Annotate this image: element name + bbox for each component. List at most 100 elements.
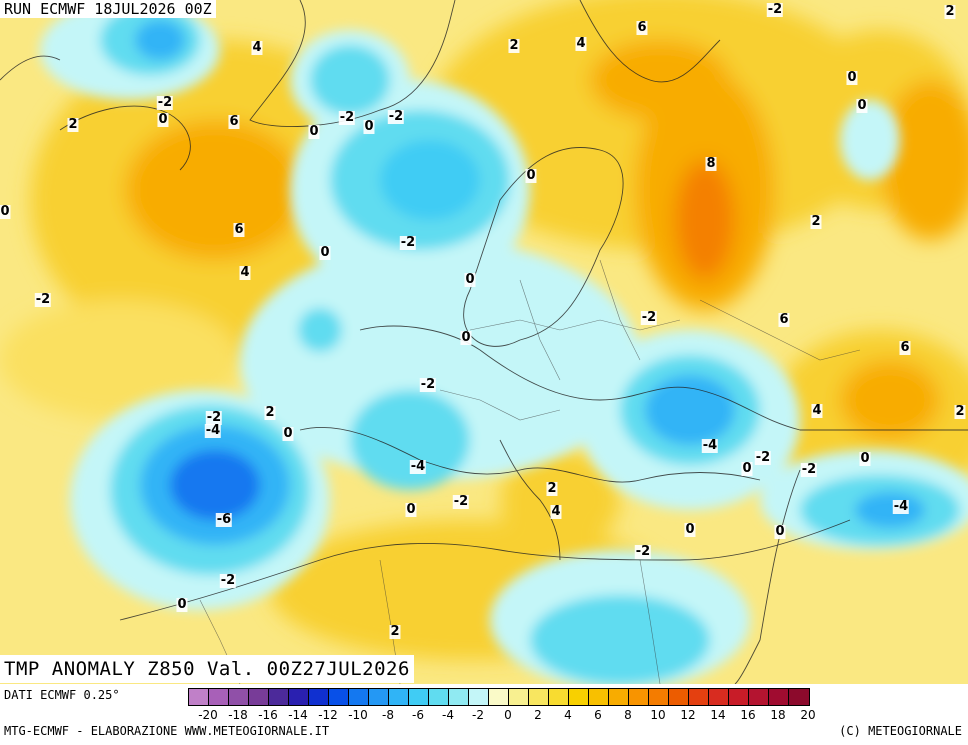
legend-tick-label: -2 [472, 708, 484, 722]
contour-label: -2 [156, 95, 174, 110]
contour-label: 0 [856, 98, 868, 113]
legend-swatch [209, 689, 229, 705]
contour-label: 0 [157, 112, 169, 127]
contour-label: -2 [219, 573, 237, 588]
legend-tick-label: 12 [680, 708, 696, 722]
legend-swatch [509, 689, 529, 705]
legend-tick-label: 14 [710, 708, 726, 722]
legend-swatch [689, 689, 709, 705]
legend-tick-label: -14 [288, 708, 308, 722]
contour-label: 2 [944, 4, 956, 19]
legend-swatch [789, 689, 809, 705]
legend-tick-label: 8 [624, 708, 632, 722]
contour-label: 2 [67, 117, 79, 132]
contour-label: -2 [338, 110, 356, 125]
contour-label: -2 [640, 310, 658, 325]
contour-label: -4 [892, 499, 910, 514]
contour-label: 4 [575, 36, 587, 51]
legend-swatch [389, 689, 409, 705]
legend-tick-label: 4 [564, 708, 572, 722]
contour-label: 2 [954, 404, 966, 419]
legend-tick-label: 16 [740, 708, 756, 722]
contour-label: -6 [215, 512, 233, 527]
anomaly-map: RUN ECMWF 18JUL2026 00Z -2 2 4 6 2 4 6 -… [0, 0, 968, 684]
contour-label: 2 [389, 624, 401, 639]
legend-swatch [709, 689, 729, 705]
legend-swatch [309, 689, 329, 705]
legend-swatch [549, 689, 569, 705]
legend-swatch [409, 689, 429, 705]
contour-label: 6 [899, 340, 911, 355]
legend-swatch [289, 689, 309, 705]
contour-label: -2 [387, 109, 405, 124]
contour-label: -2 [766, 2, 784, 17]
contour-label: 0 [405, 502, 417, 517]
legend-swatch [609, 689, 629, 705]
legend-swatch [469, 689, 489, 705]
contour-label: 6 [233, 222, 245, 237]
contour-label: 0 [525, 168, 537, 183]
legend-tick-label: 20 [800, 708, 816, 722]
legend-swatch [569, 689, 589, 705]
legend-tick-label: -10 [348, 708, 368, 722]
legend-tick-label: -12 [318, 708, 338, 722]
contour-label: 6 [228, 114, 240, 129]
run-title: RUN ECMWF 18JUL2026 00Z [0, 0, 216, 18]
contour-label: -2 [205, 410, 223, 425]
contour-label: 4 [811, 403, 823, 418]
legend-tick-label: -8 [382, 708, 394, 722]
legend-tick-label: 2 [534, 708, 542, 722]
contour-label: 4 [550, 504, 562, 519]
legend-swatch [589, 689, 609, 705]
contour-label: 0 [859, 451, 871, 466]
source-label: DATI ECMWF 0.25° [4, 688, 120, 702]
credit-left: MTG-ECMWF - ELABORAZIONE WWW.METEOGIORNA… [4, 724, 330, 738]
legend-swatch [429, 689, 449, 705]
contour-label: 0 [0, 204, 11, 219]
legend-swatch [729, 689, 749, 705]
contour-label: -2 [634, 544, 652, 559]
legend-tick-label: 6 [594, 708, 602, 722]
contour-label: 0 [319, 245, 331, 260]
contour-label: 2 [508, 38, 520, 53]
contour-label: 0 [176, 597, 188, 612]
contour-label: -2 [800, 462, 818, 477]
legend-swatch [629, 689, 649, 705]
legend-swatch [749, 689, 769, 705]
contour-label: -2 [399, 235, 417, 250]
contour-label: 0 [464, 272, 476, 287]
legend-swatch [449, 689, 469, 705]
legend-swatch [229, 689, 249, 705]
contour-label: 0 [308, 124, 320, 139]
contour-label: 0 [684, 522, 696, 537]
legend-tick-label: -20 [198, 708, 218, 722]
contour-label: 4 [251, 40, 263, 55]
legend-swatch [329, 689, 349, 705]
contour-label: 0 [363, 119, 375, 134]
credit-right: (C) METEOGIORNALE [839, 724, 962, 738]
legend-swatch [769, 689, 789, 705]
legend-tick-label: 18 [770, 708, 786, 722]
contour-label: 4 [239, 265, 251, 280]
contour-label: 0 [741, 461, 753, 476]
contour-label: 6 [636, 20, 648, 35]
legend-tick-label: -4 [442, 708, 454, 722]
contour-label: 0 [282, 426, 294, 441]
legend-swatch [489, 689, 509, 705]
contour-label: -4 [701, 438, 719, 453]
contour-label: -4 [204, 423, 222, 438]
contour-label: 0 [846, 70, 858, 85]
map-field [0, 0, 968, 684]
contour-label: -2 [419, 377, 437, 392]
contour-label: 0 [460, 330, 472, 345]
legend-tick-label: -16 [258, 708, 278, 722]
contour-label: 0 [774, 524, 786, 539]
legend-swatch [369, 689, 389, 705]
legend-swatch [349, 689, 369, 705]
legend-footer: DATI ECMWF 0.25° -20 -18 -16 -14 -12 -10 -8 -6-… [0, 684, 968, 745]
contour-label: -2 [452, 494, 470, 509]
contour-label: 6 [778, 312, 790, 327]
legend-tick-label: -18 [228, 708, 248, 722]
contour-label: 2 [264, 405, 276, 420]
variable-title: TMP ANOMALY Z850 Val. 00Z27JUL2026 [0, 655, 414, 683]
